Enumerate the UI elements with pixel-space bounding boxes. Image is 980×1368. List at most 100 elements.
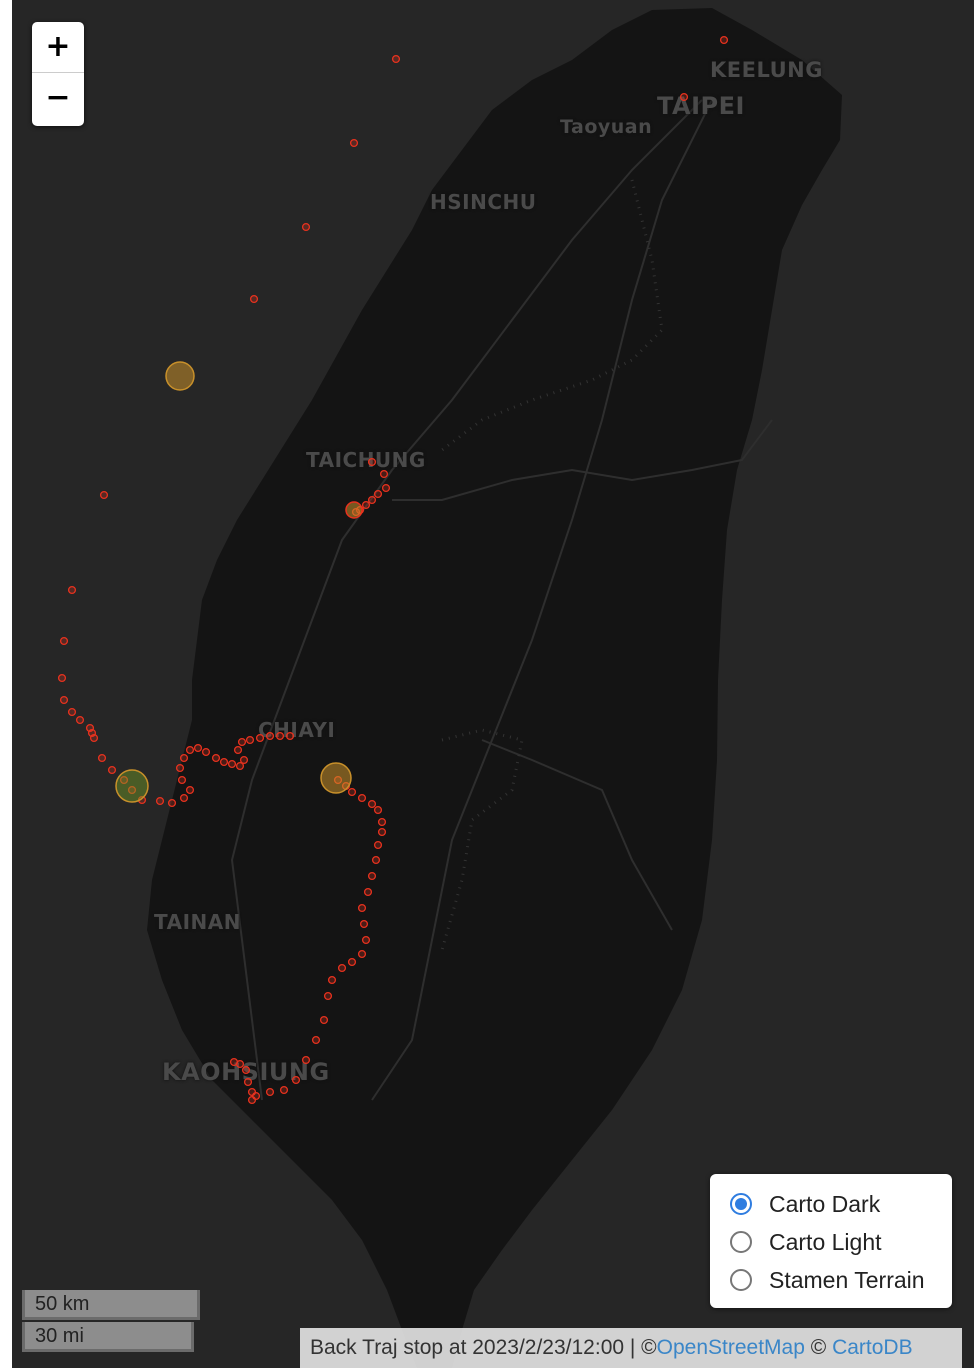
zoom-in-button[interactable]: + [32, 22, 84, 73]
trajectory-point[interactable] [373, 840, 383, 850]
trajectory-point[interactable] [237, 737, 247, 747]
zoom-out-button[interactable]: − [45, 80, 71, 115]
trajectory-point[interactable] [679, 92, 689, 102]
trajectory-point[interactable] [59, 636, 69, 646]
trajectory-point[interactable] [367, 871, 377, 881]
stop-marker[interactable] [320, 762, 352, 794]
trajectory-point[interactable] [167, 798, 177, 808]
trajectory-point[interactable] [247, 1087, 257, 1097]
trajectory-point[interactable] [265, 1087, 275, 1097]
trajectory-point[interactable] [301, 1055, 311, 1065]
city-label-taichung: TAICHUNG [306, 448, 426, 472]
trajectory-point[interactable] [67, 585, 77, 595]
trajectory-point[interactable] [357, 949, 367, 959]
trajectory-point[interactable] [311, 1035, 321, 1045]
trajectory-point[interactable] [155, 796, 165, 806]
trajectory-point[interactable] [229, 1057, 239, 1067]
cartodb-link[interactable]: CartoDB [832, 1336, 913, 1359]
trajectory-point[interactable] [247, 1095, 257, 1105]
stop-marker[interactable] [345, 501, 363, 519]
trajectory-point[interactable] [239, 755, 249, 765]
trajectory-point[interactable] [377, 817, 387, 827]
trail-dots [440, 179, 664, 951]
layer-option-carto-dark[interactable]: Carto Dark [730, 1186, 880, 1222]
trajectory-point[interactable] [235, 761, 245, 771]
trajectory-point[interactable] [361, 500, 371, 510]
trajectory-point[interactable] [327, 975, 337, 985]
trajectory-point[interactable] [347, 957, 357, 967]
trajectory-point[interactable] [719, 35, 729, 45]
trajectory-point[interactable] [59, 695, 69, 705]
trajectory-point[interactable] [57, 673, 67, 683]
trajectory-point[interactable] [119, 775, 129, 785]
trajectory-point[interactable] [219, 757, 229, 767]
road-network [230, 99, 773, 1101]
stop-marker[interactable] [115, 769, 149, 803]
trajectory-point[interactable] [249, 294, 259, 304]
trajectory-point[interactable] [255, 733, 265, 743]
trajectory-point[interactable] [285, 731, 295, 741]
stop-marker[interactable] [165, 361, 195, 391]
trajectory-point[interactable] [301, 222, 311, 232]
trajectory-point[interactable] [367, 799, 377, 809]
trajectory-point[interactable] [377, 827, 387, 837]
trajectory-point[interactable] [319, 1015, 329, 1025]
attribution-bar: Back Traj stop at 2023/2/23/12:00 | ©Ope… [300, 1328, 962, 1368]
layer-option-carto-light[interactable]: Carto Light [730, 1224, 882, 1260]
layer-option-label: Stamen Terrain [769, 1266, 925, 1293]
trajectory-point[interactable] [179, 753, 189, 763]
trajectory-point[interactable] [363, 887, 373, 897]
radio-unselected-icon[interactable] [730, 1231, 752, 1253]
trajectory-point[interactable] [67, 707, 77, 717]
trajectory-point[interactable] [227, 759, 237, 769]
trajectory-point[interactable] [241, 1065, 251, 1075]
trajectory-point[interactable] [371, 855, 381, 865]
trajectory-point[interactable] [99, 490, 109, 500]
trajectory-point[interactable] [193, 743, 203, 753]
layer-control: Carto Dark Carto Light Stamen Terrain [710, 1174, 952, 1308]
openstreetmap-link[interactable]: OpenStreetMap [656, 1336, 805, 1359]
trajectory-point[interactable] [367, 457, 377, 467]
trajectory-point[interactable] [373, 489, 383, 499]
radio-unselected-icon[interactable] [730, 1269, 752, 1291]
trajectory-point[interactable] [381, 483, 391, 493]
trajectory-point[interactable] [337, 963, 347, 973]
attribution-text: Back Traj stop at 2023/2/23/12:00 | © [310, 1336, 657, 1359]
trajectory-point[interactable] [185, 745, 195, 755]
trajectory-point[interactable] [75, 715, 85, 725]
trajectory-point[interactable] [245, 735, 255, 745]
trajectory-point[interactable] [357, 903, 367, 913]
radio-selected-icon[interactable] [730, 1193, 752, 1215]
trajectory-point[interactable] [347, 787, 357, 797]
trajectory-point[interactable] [201, 747, 211, 757]
trajectory-point[interactable] [127, 785, 137, 795]
trajectory-point[interactable] [107, 765, 117, 775]
layer-option-stamen-terrain[interactable]: Stamen Terrain [730, 1262, 925, 1298]
taiwan-landmass [147, 8, 842, 1368]
trajectory-point[interactable] [359, 919, 369, 929]
trajectory-point[interactable] [379, 469, 389, 479]
trajectory-point[interactable] [291, 1075, 301, 1085]
trajectory-point[interactable] [233, 745, 243, 755]
trajectory-point[interactable] [323, 991, 333, 1001]
layer-option-label: Carto Light [769, 1228, 882, 1255]
trajectory-point[interactable] [211, 753, 221, 763]
trajectory-point[interactable] [391, 54, 401, 64]
map-view[interactable]: KEELUNG TAIPEI Taoyuan HSINCHU TAICHUNG … [12, 0, 974, 1368]
trajectory-point[interactable] [357, 793, 367, 803]
trajectory-point[interactable] [349, 138, 359, 148]
trajectory-point[interactable] [89, 733, 99, 743]
trajectory-point[interactable] [361, 935, 371, 945]
trajectory-point[interactable] [243, 1077, 253, 1087]
trajectory-point[interactable] [265, 731, 275, 741]
trajectory-point[interactable] [97, 753, 107, 763]
trajectory-point[interactable] [185, 785, 195, 795]
trajectory-point[interactable] [279, 1085, 289, 1095]
trajectory-point[interactable] [175, 763, 185, 773]
trajectory-point[interactable] [179, 793, 189, 803]
trajectory-point[interactable] [373, 805, 383, 815]
trajectory-point[interactable] [177, 775, 187, 785]
trajectory-point[interactable] [367, 495, 377, 505]
scale-bar-metric: 50 km [22, 1290, 200, 1320]
trajectory-point[interactable] [275, 731, 285, 741]
